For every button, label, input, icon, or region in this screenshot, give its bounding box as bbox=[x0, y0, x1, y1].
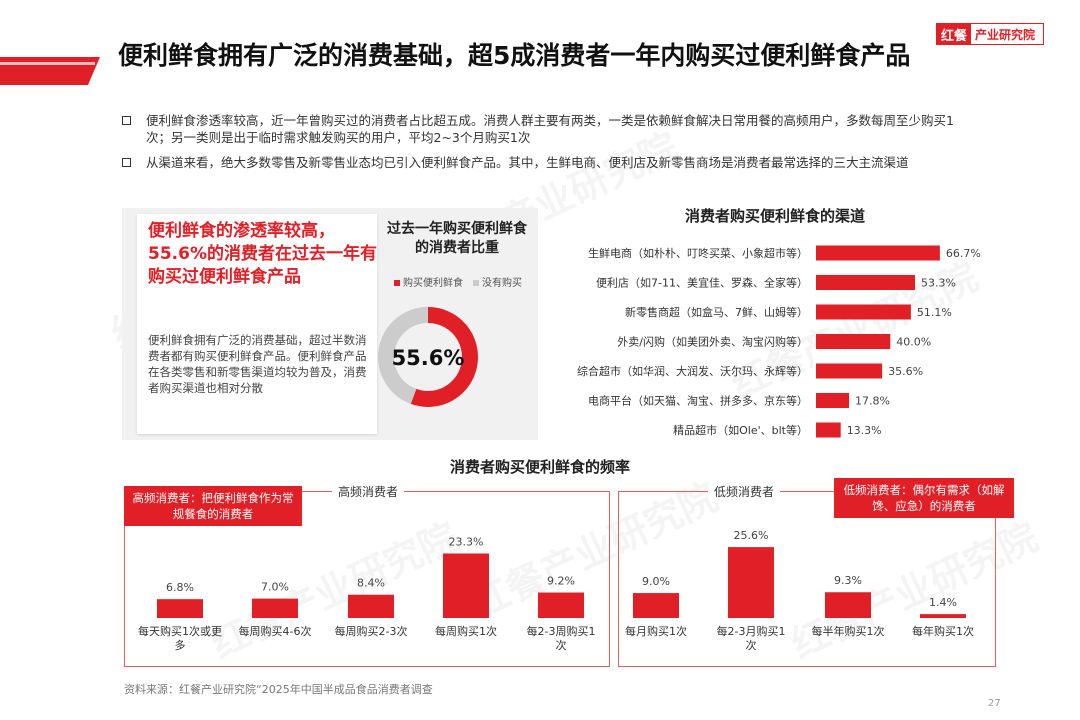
frequency-value-label: 9.0% bbox=[642, 575, 670, 588]
channel-category-label: 便利店（如7-11、美宜佳、罗森、全家等） bbox=[596, 276, 808, 290]
frequency-bar bbox=[252, 598, 298, 618]
channel-chart-title: 消费者购买便利鲜食的渠道 bbox=[684, 207, 865, 225]
channel-category-label: 精品超市（如Ole'、blt等） bbox=[673, 423, 808, 437]
frequency-category-label: 每周购买1次 bbox=[435, 624, 497, 638]
channel-category-label: 电商平台（如天猫、淘宝、拼多多、京东等） bbox=[588, 394, 808, 408]
highlight-card bbox=[137, 214, 377, 434]
channel-bar bbox=[816, 422, 841, 438]
channel-value-label: 53.3% bbox=[921, 277, 956, 290]
highlight-headline: 便利鲜食的渗透率较高，55.6%的消费者在过去一年有购买过便利鲜食产品 bbox=[148, 221, 377, 287]
legend-item-not-bought: 没有购买 bbox=[473, 274, 522, 289]
header-red-stripe bbox=[0, 57, 100, 85]
frequency-category-label: 每月购买1次 bbox=[625, 624, 687, 638]
high-group-callout: 高频消费者：把便利鲜食作为常规餐食的消费者 bbox=[124, 486, 302, 526]
label-line: 每半年购买1次 bbox=[812, 624, 885, 638]
bullet-item: 从渠道来看，绝大多数零售及新零售业态均已引入便利鲜食产品。其中，生鲜电商、便利店… bbox=[120, 154, 970, 171]
frequency-value-label: 25.6% bbox=[734, 529, 769, 542]
channel-category-label: 新零售商超（如盒马、7鲜、山姆等） bbox=[625, 305, 808, 319]
label-line: 每周购买2-3次 bbox=[335, 624, 408, 638]
frequency-category-label: 每2-3月购买1 次 bbox=[717, 624, 786, 652]
bullet-text: 便利鲜食渗透率较高，近一年曾购买过的消费者占比超五成。消费人群主要有两类，一类是… bbox=[146, 113, 954, 145]
source-note: 资料来源：红餐产业研究院“2025年中国半成品食品消费者调查 bbox=[124, 683, 433, 696]
label-line: 每月购买1次 bbox=[625, 624, 687, 638]
legend-label: 没有购买 bbox=[482, 278, 522, 289]
low-group-callout: 低频消费者：偶尔有需求（如解馋、应急）的消费者 bbox=[834, 478, 1014, 518]
frequency-bar bbox=[538, 592, 584, 618]
frequency-bar bbox=[633, 593, 679, 618]
legend-label: 购买便利鲜食 bbox=[403, 278, 463, 289]
channel-value-label: 40.0% bbox=[896, 336, 931, 349]
frequency-value-label: 8.4% bbox=[357, 577, 385, 590]
frequency-value-label: 9.3% bbox=[834, 574, 862, 587]
channel-value-label: 66.7% bbox=[946, 247, 981, 260]
frequency-bar bbox=[728, 547, 774, 618]
brand-logo: 红餐 产业研究院 bbox=[936, 23, 1044, 45]
label-line: 多 bbox=[175, 638, 186, 652]
label-line: 次 bbox=[746, 638, 757, 652]
square-bullet-icon bbox=[122, 116, 131, 125]
donut-slice-1 bbox=[378, 307, 429, 404]
channel-category-label: 外卖/闪购（如美团外卖、淘宝闪购等） bbox=[617, 335, 808, 349]
frequency-bar bbox=[348, 594, 394, 618]
header-stripe-line bbox=[0, 62, 95, 65]
channel-value-label: 17.8% bbox=[855, 395, 890, 408]
frequency-category-label: 每天购买1次或更多 bbox=[138, 624, 222, 652]
channel-bar bbox=[816, 245, 940, 261]
frequency-category-label: 每周购买2-3次 bbox=[335, 624, 408, 638]
channel-value-label: 51.1% bbox=[917, 306, 952, 319]
bullet-item: 便利鲜食渗透率较高，近一年曾购买过的消费者占比超五成。消费人群主要有两类，一类是… bbox=[120, 112, 970, 146]
frequency-chart-title: 消费者购买便利鲜食的频率 bbox=[449, 458, 630, 476]
square-bullet-icon bbox=[122, 158, 131, 167]
frequency-bar bbox=[157, 599, 203, 618]
frequency-bar bbox=[920, 614, 966, 618]
channel-category-label: 生鲜电商（如朴朴、叮咚买菜、小象超市等） bbox=[588, 246, 808, 260]
label-line: 每2-3周购买1 bbox=[527, 624, 596, 638]
frequency-value-label: 6.8% bbox=[166, 581, 194, 594]
logo-mark: 红餐 bbox=[937, 24, 972, 44]
summary-bullets: 便利鲜食渗透率较高，近一年曾购买过的消费者占比超五成。消费人群主要有两类，一类是… bbox=[120, 112, 970, 179]
frequency-category-label: 每2-3周购买1 次 bbox=[527, 624, 596, 652]
legend-swatch bbox=[473, 280, 479, 286]
donut-center-label: 55.6% bbox=[392, 346, 465, 370]
legend-item-bought: 购买便利鲜食 bbox=[394, 274, 463, 289]
page-number: 27 bbox=[988, 698, 1001, 709]
donut-slice-0 bbox=[410, 307, 478, 407]
low-group-label: 低频消费者 bbox=[708, 483, 781, 500]
channel-bar bbox=[816, 334, 891, 349]
channel-value-label: 35.6% bbox=[888, 365, 923, 378]
frequency-category-label: 每年购买1次 bbox=[912, 624, 974, 638]
frequency-bar bbox=[825, 592, 871, 618]
frequency-value-label: 9.2% bbox=[547, 575, 575, 588]
channel-bar bbox=[816, 304, 911, 320]
channel-bar bbox=[816, 363, 883, 379]
label-line: 每周购买4-6次 bbox=[239, 624, 312, 638]
label-line: 每年购买1次 bbox=[912, 624, 974, 638]
pie-title: 过去一年购买便利鲜食的消费者比重 bbox=[387, 221, 527, 256]
channel-bar bbox=[816, 275, 915, 290]
frequency-bar bbox=[443, 553, 489, 618]
label-line: 每天购买1次或更 bbox=[138, 624, 222, 638]
legend-swatch bbox=[394, 280, 400, 286]
frequency-value-label: 1.4% bbox=[929, 596, 957, 609]
frequency-category-label: 每周购买4-6次 bbox=[239, 624, 312, 638]
frequency-category-label: 每半年购买1次 bbox=[812, 624, 885, 638]
bullet-text: 从渠道来看，绝大多数零售及新零售业态均已引入便利鲜食产品。其中，生鲜电商、便利店… bbox=[146, 155, 909, 170]
channel-value-label: 13.3% bbox=[847, 424, 882, 437]
frequency-value-label: 7.0% bbox=[261, 581, 289, 594]
frequency-value-label: 23.3% bbox=[449, 535, 484, 548]
channel-bar bbox=[816, 393, 850, 408]
logo-text: 产业研究院 bbox=[975, 27, 1036, 42]
low-frequency-box bbox=[618, 491, 996, 667]
label-line: 每2-3月购买1 bbox=[717, 624, 786, 638]
pie-legend: 购买便利鲜食 没有购买 bbox=[380, 274, 536, 289]
channel-category-label: 综合超市（如华润、大润发、沃尔玛、永辉等） bbox=[577, 364, 808, 378]
label-line: 次 bbox=[556, 638, 567, 652]
label-line: 每周购买1次 bbox=[435, 624, 497, 638]
high-group-label: 高频消费者 bbox=[332, 483, 405, 500]
highlight-description: 便利鲜食拥有广泛的消费基础，超过半数消费者都有购买便利鲜食产品。便利鲜食产品在各… bbox=[148, 333, 367, 395]
page-title: 便利鲜食拥有广泛的消费基础，超5成消费者一年内购买过便利鲜食产品 bbox=[118, 41, 911, 70]
